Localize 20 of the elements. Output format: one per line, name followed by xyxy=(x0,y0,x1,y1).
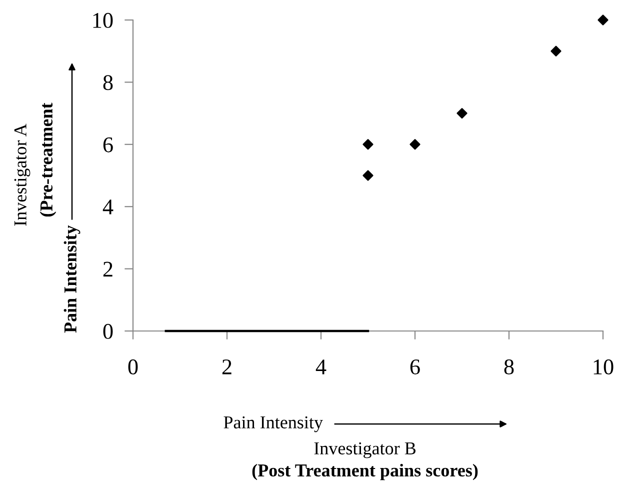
x-tick-label: 4 xyxy=(316,360,326,374)
x-tick-label: 10 xyxy=(594,359,614,374)
y-tick-label: 10 xyxy=(93,12,113,28)
point xyxy=(362,139,374,150)
x-tick-label: 0 xyxy=(128,359,138,374)
point xyxy=(410,139,420,150)
y-tick-label: 6 xyxy=(103,137,113,152)
y-tick-label: 0 xyxy=(103,324,113,339)
y-tick-label: 2 xyxy=(103,262,112,277)
x-tick-label: 6 xyxy=(410,359,420,374)
y-axis-title: Investigator A (Pre-treatment Pain Intensity xyxy=(14,102,80,333)
point xyxy=(362,170,374,181)
x-tick-label: 2 xyxy=(222,359,232,374)
y-tick-label: 8 xyxy=(103,75,113,90)
x-axis-title: Pain Intensity Investigator B (Post Treatment pains scores) xyxy=(224,416,478,480)
point xyxy=(598,14,608,26)
point xyxy=(550,46,562,56)
y-tick-label: 4 xyxy=(102,200,114,214)
point xyxy=(456,108,468,119)
x-tick-label: 8 xyxy=(504,359,514,374)
